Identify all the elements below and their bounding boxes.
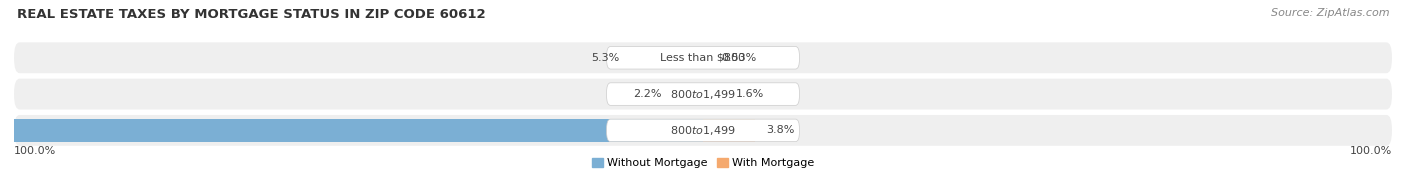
FancyBboxPatch shape — [606, 46, 800, 69]
Text: $800 to $1,499: $800 to $1,499 — [671, 88, 735, 101]
FancyBboxPatch shape — [14, 79, 1392, 110]
Bar — [0, 119, 703, 142]
Text: 5.3%: 5.3% — [591, 53, 619, 63]
FancyBboxPatch shape — [14, 42, 1392, 73]
Text: Less than $800: Less than $800 — [661, 53, 745, 63]
Text: 100.0%: 100.0% — [1350, 146, 1392, 156]
Text: 1.6%: 1.6% — [737, 89, 765, 99]
Bar — [672, 83, 703, 105]
Bar — [630, 46, 703, 69]
Text: 2.2%: 2.2% — [633, 89, 662, 99]
FancyBboxPatch shape — [14, 115, 1392, 146]
Bar — [703, 46, 710, 69]
Text: 100.0%: 100.0% — [14, 146, 56, 156]
FancyBboxPatch shape — [606, 119, 800, 142]
Text: Source: ZipAtlas.com: Source: ZipAtlas.com — [1271, 8, 1389, 18]
Bar — [703, 119, 755, 142]
Text: $800 to $1,499: $800 to $1,499 — [671, 124, 735, 137]
FancyBboxPatch shape — [606, 83, 800, 105]
Legend: Without Mortgage, With Mortgage: Without Mortgage, With Mortgage — [592, 158, 814, 169]
Text: 3.8%: 3.8% — [766, 125, 794, 135]
Text: REAL ESTATE TAXES BY MORTGAGE STATUS IN ZIP CODE 60612: REAL ESTATE TAXES BY MORTGAGE STATUS IN … — [17, 8, 485, 21]
Text: 0.53%: 0.53% — [721, 53, 756, 63]
Bar — [703, 83, 725, 105]
